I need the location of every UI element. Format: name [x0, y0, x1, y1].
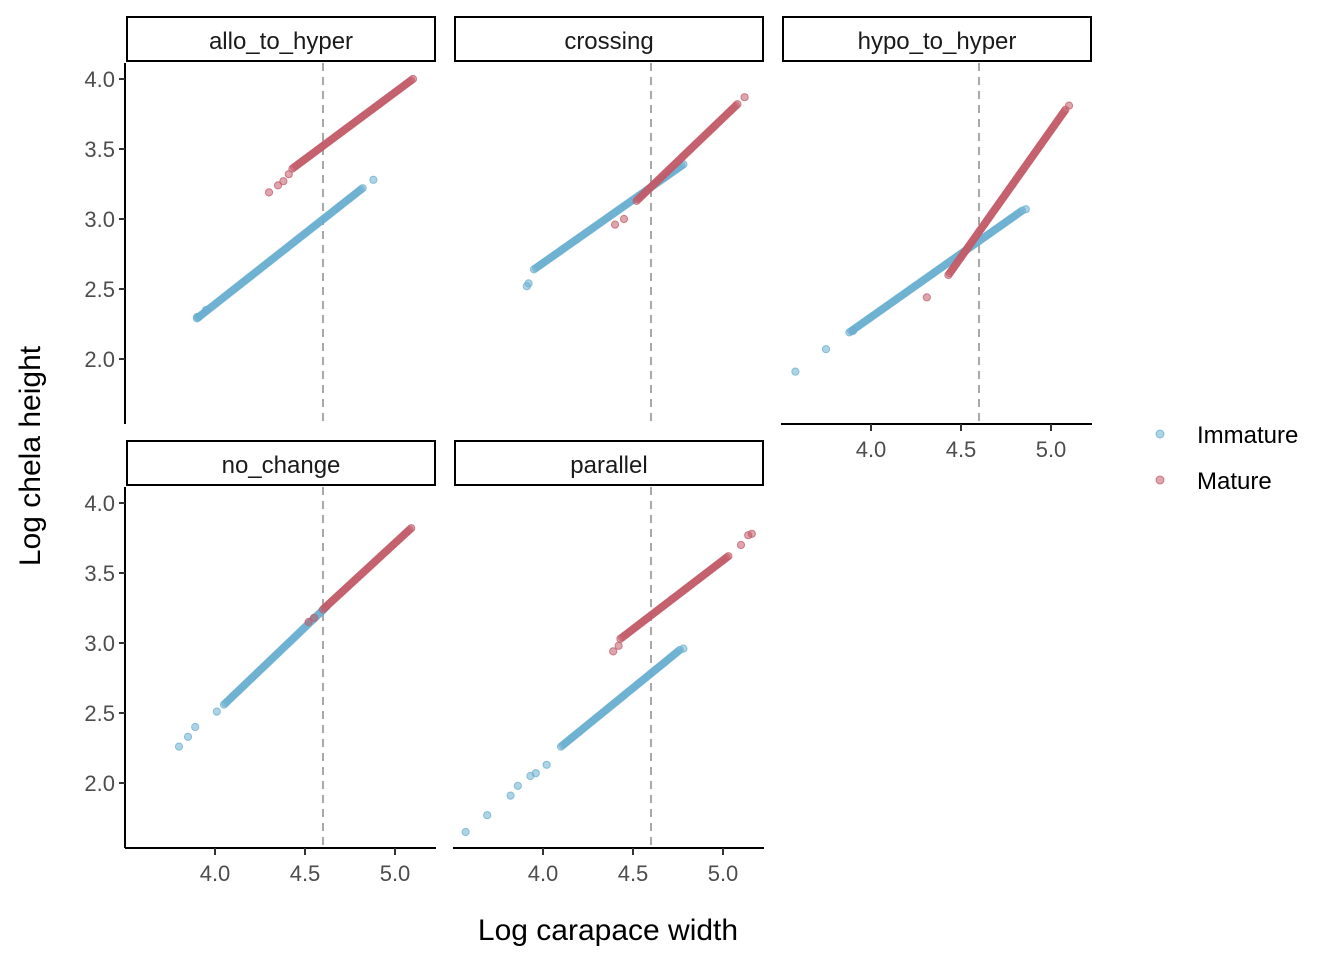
facet-panel-hypo_to_hyper: hypo_to_hyper 4.0 4.5 5.0: [781, 16, 1092, 462]
y-tick-label: 4.0: [84, 491, 115, 516]
data-point: [279, 177, 288, 186]
y-tick-label: 2.0: [84, 771, 115, 796]
data-point: [212, 707, 221, 716]
y-tick-label: 3.5: [84, 561, 115, 586]
data-point: [506, 791, 515, 800]
facet-strip: [454, 440, 764, 486]
data-point: [273, 181, 283, 190]
data-point: [483, 811, 492, 820]
data-point: [309, 613, 319, 622]
y-tick-label: 2.0: [84, 347, 115, 372]
y-axis-title: Log chela height: [14, 345, 47, 566]
y-tick-label: 4.0: [84, 67, 115, 92]
data-point: [821, 345, 831, 354]
series-immature: [461, 644, 688, 837]
legend-key-immature: [1155, 429, 1165, 439]
facet-strip: [454, 16, 764, 62]
facet-strip-label: parallel: [570, 452, 647, 479]
x-tick-label: 4.5: [618, 861, 649, 886]
x-tick-label: 5.0: [708, 861, 739, 886]
x-tick-label: 4.0: [528, 861, 559, 886]
data-point: [733, 100, 742, 109]
legend: Immature Mature: [1155, 422, 1298, 495]
data-point: [610, 220, 620, 229]
x-tick-label: 5.0: [1036, 437, 1067, 462]
data-point: [201, 305, 211, 315]
x-tick-label: 4.5: [946, 437, 977, 462]
legend-key-mature: [1155, 475, 1165, 485]
data-point: [408, 74, 418, 84]
legend-label-mature: Mature: [1197, 468, 1272, 495]
series-mature: [264, 74, 418, 197]
facet-panel-crossing: crossing: [454, 16, 764, 424]
legend-label-immature: Immature: [1197, 422, 1298, 449]
data-point: [524, 279, 533, 288]
data-point: [848, 326, 858, 336]
data-point: [679, 644, 688, 653]
x-tick-label: 5.0: [380, 861, 411, 886]
facet-strip-label: allo_to_hyper: [209, 28, 353, 55]
facet-strip-label: no_change: [222, 452, 341, 479]
data-point: [736, 540, 746, 550]
data-point: [531, 769, 540, 778]
data-point: [922, 293, 931, 302]
x-tick-label: 4.5: [290, 861, 321, 886]
data-point: [284, 170, 293, 179]
data-point: [542, 760, 551, 769]
series-immature: [174, 602, 331, 751]
x-tick-label: 4.0: [200, 861, 231, 886]
data-point: [609, 647, 618, 656]
x-tick-label: 4.0: [856, 437, 887, 462]
facet-panel-parallel: parallel 4.0 4.5 5.0: [453, 440, 764, 886]
series-mature: [609, 529, 756, 656]
series-immature: [791, 205, 1030, 376]
data-point: [369, 175, 378, 184]
data-point: [304, 617, 313, 627]
data-point: [614, 641, 623, 650]
facet-panel-no_change: no_change 2.0 2.5 3.0 3.5 4.0 4.0 4.5 5.0: [84, 440, 436, 886]
data-point: [191, 722, 200, 732]
y-tick-label: 2.5: [84, 701, 115, 726]
data-point: [264, 188, 274, 197]
facet-strip: [782, 16, 1092, 62]
data-point: [194, 312, 203, 322]
facet-strip-label: crossing: [564, 28, 653, 55]
facet-panel-allo_to_hyper: allo_to_hyper 2.0 2.5 3.0 3.5 4.0: [84, 16, 436, 424]
series-mature: [610, 93, 749, 229]
y-tick-label: 2.5: [84, 277, 115, 302]
series-mature: [922, 101, 1074, 302]
data-point: [513, 781, 522, 790]
data-point: [461, 827, 470, 837]
data-point: [1064, 101, 1074, 110]
facet-strip: [126, 16, 436, 62]
y-tick-label: 3.0: [84, 631, 115, 656]
facet-strip: [126, 440, 436, 486]
series-mature: [304, 524, 416, 627]
data-point: [619, 214, 629, 224]
data-point: [358, 184, 367, 193]
data-point: [740, 93, 749, 102]
data-point: [174, 742, 184, 751]
data-point: [1021, 205, 1030, 214]
series-immature: [192, 175, 378, 323]
data-point: [724, 552, 733, 561]
data-point: [747, 529, 756, 538]
data-point: [407, 524, 416, 533]
y-tick-label: 3.0: [84, 207, 115, 232]
data-point: [183, 732, 193, 741]
data-point: [791, 367, 800, 376]
y-tick-label: 3.5: [84, 137, 115, 162]
x-axis-title: Log carapace width: [478, 914, 738, 947]
facet-strip-label: hypo_to_hyper: [858, 28, 1017, 55]
